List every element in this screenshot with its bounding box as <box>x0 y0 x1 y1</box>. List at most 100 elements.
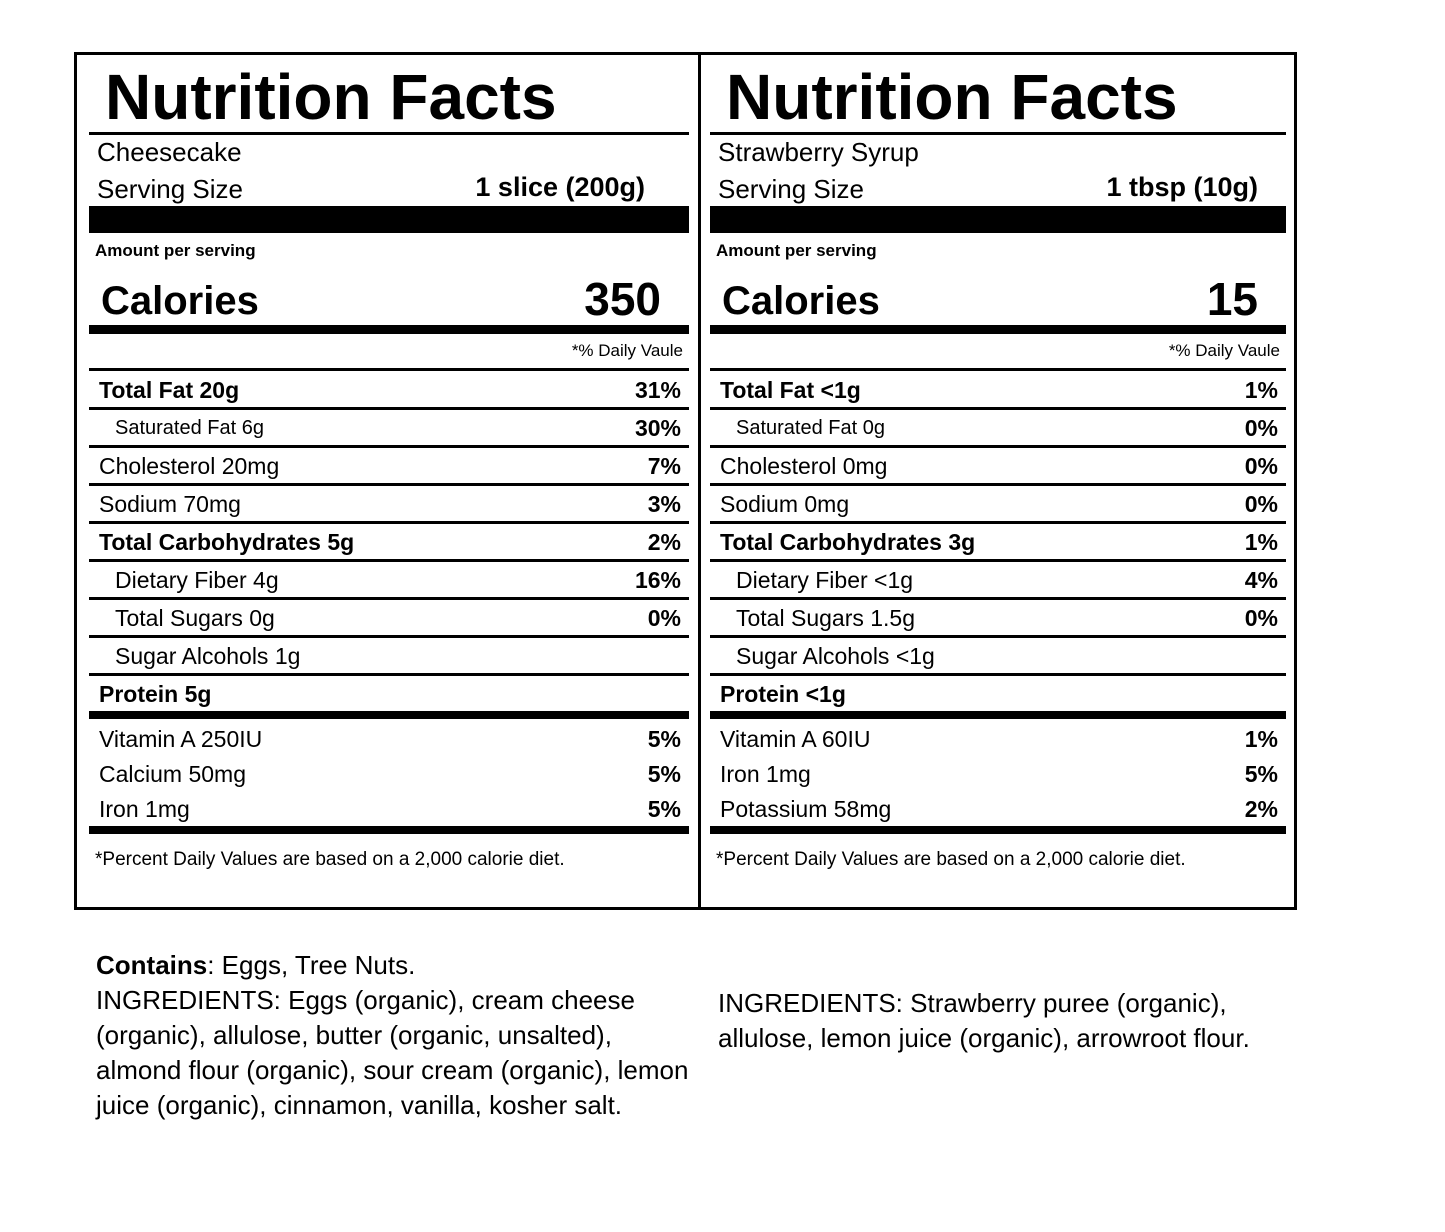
vitamin-percent: 2% <box>1244 796 1278 822</box>
medium-rule <box>710 826 1286 834</box>
panel-title: Nutrition Facts <box>105 61 557 133</box>
nutrient-percent: 2% <box>647 529 681 555</box>
vitamin-row: Vitamin A 250IU 5% <box>89 722 689 756</box>
product-name: Cheesecake <box>97 137 242 167</box>
nutrient-percent: 0% <box>1244 453 1278 479</box>
vitamin-percent: 5% <box>1244 761 1278 787</box>
nutrition-panels: Nutrition Facts Cheesecake Serving Size … <box>74 52 1297 910</box>
nutrient-label: Dietary Fiber 4g <box>115 567 279 593</box>
divider-rule <box>710 635 1286 638</box>
contains-label: Contains <box>96 950 208 980</box>
nutrient-label: Sugar Alcohols <1g <box>736 643 935 669</box>
medium-rule <box>710 711 1286 719</box>
nutrient-row: Saturated Fat 0g 0% <box>710 410 1286 446</box>
vitamin-label: Iron 1mg <box>99 796 190 822</box>
serving-size-label: Serving Size <box>718 174 864 204</box>
nutrient-row: Dietary Fiber <1g 4% <box>710 562 1286 598</box>
vitamin-row: Calcium 50mg 5% <box>89 757 689 791</box>
nutrient-label: Protein 5g <box>99 681 212 707</box>
nutrient-percent: 0% <box>647 605 681 631</box>
nutrient-row: Total Carbohydrates 3g 1% <box>710 524 1286 560</box>
cheesecake-ingredients-block: Contains: Eggs, Tree Nuts. INGREDIENTS: … <box>96 948 696 1123</box>
medium-rule <box>89 711 689 719</box>
divider-rule <box>710 445 1286 448</box>
nutrient-row: Total Fat <1g 1% <box>710 372 1286 408</box>
vitamin-row: Iron 1mg 5% <box>710 757 1286 791</box>
calories-label: Calories <box>722 279 880 323</box>
nutrient-label: Cholesterol 20mg <box>99 453 280 479</box>
nutrient-label: Total Fat <1g <box>720 377 861 403</box>
nutrient-percent: 1% <box>1244 529 1278 555</box>
daily-value-header: *% Daily Vaule <box>571 341 683 360</box>
nutrient-percent: 16% <box>634 567 681 593</box>
nutrient-row: Cholesterol 0mg 0% <box>710 448 1286 484</box>
nutrient-row: Dietary Fiber 4g 16% <box>89 562 689 598</box>
divider-rule <box>710 483 1286 486</box>
nutrient-row: Sugar Alcohols 1g <box>89 638 689 674</box>
nutrient-label: Sodium 70mg <box>99 491 241 517</box>
footnote: *Percent Daily Values are based on a 2,0… <box>95 849 565 870</box>
product-name: Strawberry Syrup <box>718 137 919 167</box>
divider-rule <box>710 673 1286 676</box>
vitamin-row: Potassium 58mg 2% <box>710 792 1286 826</box>
vitamin-label: Iron 1mg <box>720 761 811 787</box>
nutrient-label: Cholesterol 0mg <box>720 453 888 479</box>
nutrient-percent: 0% <box>1244 605 1278 631</box>
calories-value: 350 <box>584 273 661 325</box>
nutrient-label: Total Carbohydrates 5g <box>99 529 355 555</box>
divider-rule <box>89 635 689 638</box>
nutrient-row: Saturated Fat 6g 30% <box>89 410 689 446</box>
divider-rule <box>710 521 1286 524</box>
divider-rule <box>89 132 689 135</box>
divider-rule <box>89 597 689 600</box>
nutrient-label: Total Sugars 1.5g <box>736 605 916 631</box>
nutrient-percent: 31% <box>634 377 681 403</box>
serving-size-value: 1 slice (200g) <box>475 172 645 202</box>
nutrient-percent: 3% <box>647 491 681 517</box>
nutrient-percent: 30% <box>634 415 681 441</box>
nutrient-label: Sodium 0mg <box>720 491 850 517</box>
nutrient-label: Dietary Fiber <1g <box>736 567 914 593</box>
vitamin-percent: 5% <box>647 796 681 822</box>
amount-per-serving: Amount per serving <box>716 241 877 260</box>
footnote: *Percent Daily Values are based on a 2,0… <box>716 849 1186 870</box>
divider-rule <box>89 483 689 486</box>
divider-rule <box>89 445 689 448</box>
divider-rule <box>89 521 689 524</box>
nutrient-row: Sodium 70mg 3% <box>89 486 689 522</box>
vitamin-label: Calcium 50mg <box>99 761 246 787</box>
nutrient-row: Total Sugars 1.5g 0% <box>710 600 1286 636</box>
vitamin-label: Vitamin A 60IU <box>720 726 871 752</box>
vitamin-percent: 5% <box>647 761 681 787</box>
nutrient-row: Sugar Alcohols <1g <box>710 638 1286 674</box>
nutrient-row: Total Carbohydrates 5g 2% <box>89 524 689 560</box>
calories-value: 15 <box>1206 273 1258 325</box>
nutrient-label: Total Sugars 0g <box>115 605 275 631</box>
divider-rule <box>710 597 1286 600</box>
vitamin-percent: 1% <box>1244 726 1278 752</box>
vitamin-row: Iron 1mg 5% <box>89 792 689 826</box>
nutrient-label: Total Fat 20g <box>99 377 240 403</box>
nutrient-label: Saturated Fat 6g <box>115 417 264 439</box>
panel-divider <box>698 55 701 907</box>
nutrient-row: Total Sugars 0g 0% <box>89 600 689 636</box>
nutrient-label: Protein <1g <box>720 681 846 707</box>
nutrient-row: Sodium 0mg 0% <box>710 486 1286 522</box>
divider-rule <box>89 559 689 562</box>
medium-rule <box>89 325 689 334</box>
serving-size-label: Serving Size <box>97 174 243 204</box>
vitamin-label: Potassium 58mg <box>720 796 892 822</box>
divider-rule <box>710 559 1286 562</box>
medium-rule <box>710 325 1286 334</box>
nutrient-label: Sugar Alcohols 1g <box>115 643 301 669</box>
divider-rule <box>89 368 689 371</box>
thick-rule <box>89 206 689 233</box>
divider-rule <box>89 407 689 410</box>
nutrient-percent: 1% <box>1244 377 1278 403</box>
ingredients-text: INGREDIENTS: Eggs (organic), cream chees… <box>96 985 689 1120</box>
divider-rule <box>710 407 1286 410</box>
amount-per-serving: Amount per serving <box>95 241 256 260</box>
divider-rule <box>89 673 689 676</box>
medium-rule <box>89 826 689 834</box>
contains-value: : Eggs, Tree Nuts. <box>207 950 416 980</box>
